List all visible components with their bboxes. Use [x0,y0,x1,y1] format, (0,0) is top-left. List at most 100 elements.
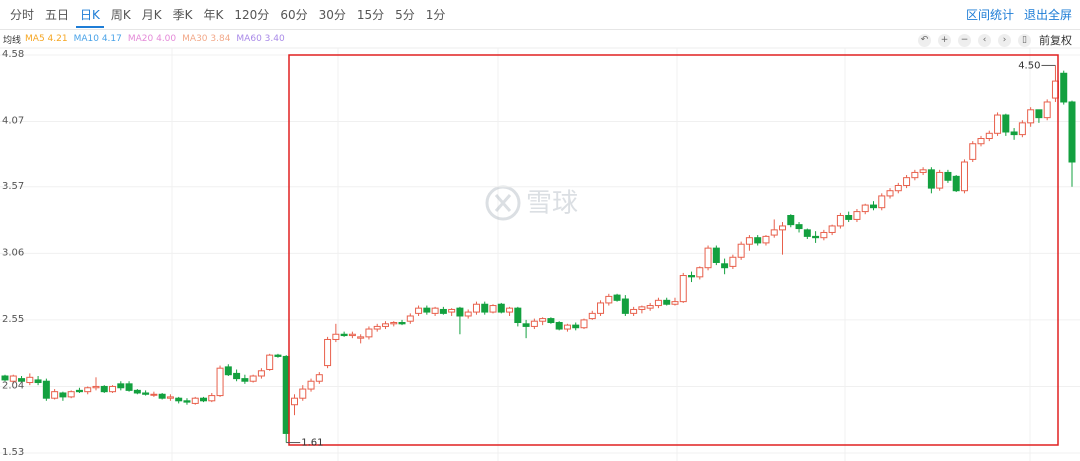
candle-body [324,338,332,367]
candle-body [820,231,828,239]
period-tab[interactable]: 年K [203,8,224,22]
candle-body [290,397,298,406]
period-tab[interactable]: 季K [172,8,193,22]
candle-layer [1,65,1076,443]
candle-body [497,303,505,313]
candle-body [878,195,886,209]
candle-body [977,138,985,145]
candle-body [828,225,836,233]
left-button[interactable]: ‹ [978,33,991,47]
candle-body [563,324,571,330]
candle-body [613,294,621,301]
candle-body [472,303,480,313]
candle-body [415,307,423,314]
candle-body [795,224,803,230]
candle-body [927,169,935,189]
candle-body [249,375,257,382]
y-tick-label: 4.58 [2,49,24,60]
candle-body [1027,109,1035,124]
candle-body [191,397,199,404]
period-tab[interactable]: 五日 [45,8,70,22]
candle-body [671,301,679,305]
candle-body [357,336,365,339]
period-tab[interactable]: 30分 [318,8,346,22]
candle-body [903,177,911,186]
candle-body [34,379,42,384]
candle-body [646,305,654,309]
candle-body [456,307,464,317]
candle-body [770,229,778,236]
period-tab[interactable]: 周K [110,8,131,22]
candle-body [994,114,1002,134]
period-tab[interactable]: 日K [76,0,104,28]
candle-body [737,243,745,258]
period-tabs: 分时 五日 日K 周K 月K 季K 年K 120分 60分 30分 15分 5分 1分 [6,0,452,30]
period-tab[interactable]: 月K [141,8,162,22]
candle-body [233,372,241,380]
zoom-out-button[interactable]: − [958,33,971,47]
toolbar-link[interactable]: 退出全屏 [1023,8,1072,22]
candle-body [679,275,687,303]
candle-body [721,263,729,269]
candle-body [59,392,67,398]
candle-body [803,229,811,237]
selection-box[interactable] [288,54,1059,446]
adjust-mode[interactable]: 前复权 [1039,34,1072,47]
period-tab[interactable]: 60分 [280,8,308,22]
zoom-in-button[interactable]: + [938,33,951,47]
period-tab[interactable]: 1分 [425,8,446,22]
candle-body [9,375,17,382]
period-tab[interactable]: 5分 [395,8,415,22]
candle-body [936,171,944,189]
candle-body [729,256,737,267]
y-tick-label: 1.53 [2,447,24,458]
candle-body [605,295,613,304]
y-tick-label: 3.06 [2,247,24,258]
period-tab[interactable]: 15分 [356,8,385,22]
candle-body [597,302,605,314]
candle-body [1043,101,1051,119]
candle-body [812,235,820,239]
candle-body [398,322,406,325]
period-tab[interactable]: 120分 [234,8,270,22]
toolbar: 分时 五日 日K 周K 月K 季K 年K 120分 60分 30分 15分 5分 1分 区间统计 退出全屏 [0,0,1080,30]
candle-body [381,323,389,327]
watermark-text: 雪球 [526,189,578,219]
candle-body [1018,122,1026,136]
candle-body [960,161,968,192]
candle-body [853,211,861,220]
candle-body [92,385,100,389]
candle-body [588,312,596,320]
candle-body [919,169,927,173]
candle-body [1035,109,1043,119]
candle-body [274,354,282,357]
candle-body [406,315,414,322]
period-tab[interactable]: 分时 [10,8,35,22]
candle-body [621,298,629,314]
candle-body [448,308,456,313]
toolbar-link[interactable]: 区间统计 [965,8,1014,22]
candle-body [522,323,530,327]
reset-button[interactable]: ▯ [1018,33,1031,47]
candle-body [886,190,894,197]
undo-button[interactable]: ↶ [918,33,931,47]
candle-body [985,132,993,140]
candle-body [208,395,216,402]
candle-body [630,308,638,314]
chart-tools: ↶ + − ‹ › ▯ 前复权 [911,31,1072,49]
candle-body [547,318,555,324]
candle-body [142,392,150,395]
candle-body [431,307,439,314]
y-tick-label: 3.57 [2,181,24,192]
candle-body [75,389,83,393]
y-tick-label: 2.55 [2,314,24,325]
y-tick-label: 2.04 [2,380,24,391]
watermark-logo-mark [494,194,512,212]
candle-body [530,320,538,327]
candle-body [688,275,696,278]
right-button[interactable]: › [998,33,1011,47]
candle-body [1002,114,1010,133]
candle-body [754,237,762,244]
